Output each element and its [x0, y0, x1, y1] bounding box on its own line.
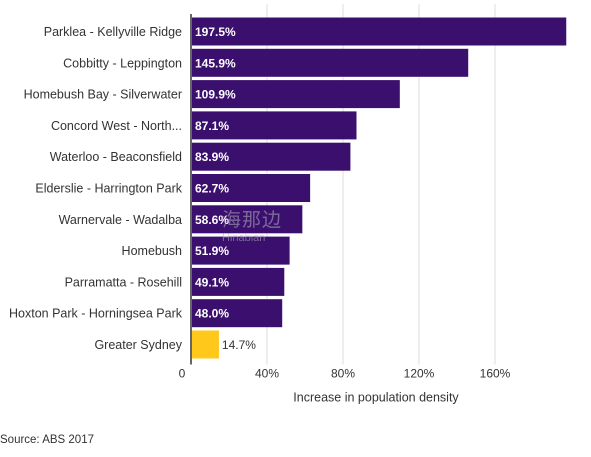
- bar: [192, 48, 469, 77]
- x-tick-label: 160%: [480, 367, 511, 381]
- category-label: Warnervale - Wadalba: [59, 213, 182, 227]
- source-note: Source: ABS 2017: [0, 434, 94, 446]
- bar: [192, 299, 283, 328]
- value-label: 49.1%: [195, 275, 229, 289]
- bar-chart: Parklea - Kellyville Ridge Cobbitty - Lep…: [9, 4, 567, 405]
- category-label: Elderslie - Harrington Park: [35, 182, 182, 196]
- x-tick-label: 40%: [255, 367, 279, 381]
- x-tick-labels: 0 40% 80% 120% 160%: [179, 367, 511, 381]
- value-label: 48.0%: [195, 307, 229, 321]
- value-label: 62.7%: [195, 182, 229, 196]
- x-tick-label: 0: [179, 367, 186, 381]
- value-label: 51.9%: [195, 244, 229, 258]
- category-label: Cobbitty - Leppington: [63, 56, 182, 70]
- x-tick-label: 120%: [404, 367, 435, 381]
- value-label: 83.9%: [195, 150, 229, 164]
- bar: [192, 267, 285, 296]
- category-label: Hoxton Park - Horningsea Park: [9, 307, 183, 321]
- bar: [192, 205, 303, 234]
- bar: [192, 111, 357, 140]
- bar: [192, 330, 219, 359]
- watermark-cn: 海那边: [222, 210, 283, 231]
- value-label: 58.6%: [195, 213, 229, 227]
- watermark: 海那边 Hinabian: [222, 210, 282, 244]
- category-label: Greater Sydney: [94, 338, 182, 352]
- value-label: 109.9%: [195, 88, 236, 102]
- x-axis-title: Increase in population density: [293, 391, 459, 405]
- category-labels: Parklea - Kellyville Ridge Cobbitty - Lep…: [9, 25, 183, 352]
- bar: [192, 142, 351, 171]
- category-label: Parklea - Kellyville Ridge: [44, 25, 182, 39]
- category-label: Homebush: [122, 244, 182, 258]
- value-label: 14.7%: [222, 338, 256, 352]
- bars: [192, 17, 567, 359]
- bar: [192, 17, 567, 46]
- bar: [192, 236, 290, 265]
- value-label: 197.5%: [195, 25, 236, 39]
- bar: [192, 174, 311, 202]
- category-label: Homebush Bay - Silverwater: [24, 88, 182, 102]
- value-labels: 197.5% 145.9% 109.9% 87.1% 83.9% 62.7% 58.6% 51…: [195, 25, 256, 352]
- bar: [192, 80, 400, 109]
- value-label: 145.9%: [195, 56, 236, 70]
- category-label: Concord West - North...: [51, 119, 182, 133]
- category-label: Waterloo - Beaconsfield: [50, 150, 182, 164]
- value-label: 87.1%: [195, 119, 229, 133]
- category-label: Parramatta - Rosehill: [65, 275, 182, 289]
- x-tick-label: 80%: [331, 367, 355, 381]
- watermark-en: Hinabian: [222, 232, 266, 244]
